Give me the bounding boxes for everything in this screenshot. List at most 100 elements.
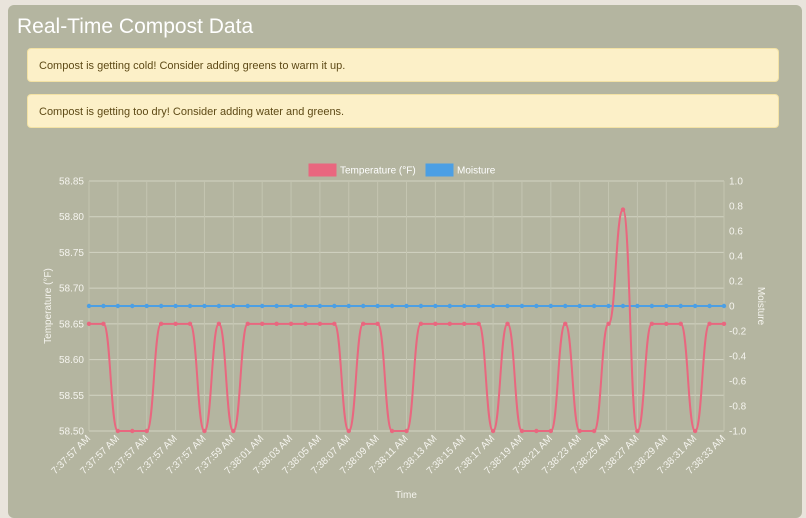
moisture-point: [389, 303, 395, 309]
temperature-point: [447, 321, 452, 327]
y2-tick-label: -0.6: [729, 377, 747, 388]
moisture-point: [418, 303, 424, 309]
y2-tick-label: -0.4: [729, 352, 747, 363]
temperature-point: [707, 321, 712, 327]
cold-alert: Compost is getting cold! Consider adding…: [27, 48, 779, 82]
y2-tick-label: 0.4: [729, 252, 743, 263]
legend-swatch-moisture: [425, 163, 454, 177]
moisture-point: [577, 303, 582, 309]
moisture-point: [346, 303, 351, 309]
temperature-point: [389, 428, 395, 434]
temperature-point: [519, 428, 525, 434]
moisture-point: [519, 303, 525, 309]
temperature-point: [692, 428, 698, 434]
legend-label-temperature: Temperature (°F): [340, 166, 416, 177]
y2-axis-title: Moisture: [755, 287, 766, 326]
temperature-point: [361, 321, 366, 327]
moisture-point: [375, 303, 380, 309]
y2-tick-label: 0.8: [729, 202, 743, 213]
temperature-line: [89, 208, 724, 433]
legend-label-moisture: Moisture: [457, 166, 496, 177]
moisture-point: [288, 303, 294, 309]
temperature-point: [346, 428, 351, 434]
moisture-point: [274, 303, 279, 309]
moisture-point: [563, 303, 568, 309]
moisture-point: [245, 303, 250, 309]
moisture-point: [433, 303, 438, 309]
temperature-point: [462, 321, 467, 327]
moisture-point: [490, 303, 496, 309]
y-tick-label: 58.55: [59, 391, 84, 402]
temperature-point: [86, 321, 92, 327]
temperature-point: [404, 428, 409, 434]
x-axis-title: Time: [395, 490, 417, 501]
y-tick-label: 58.70: [59, 284, 84, 295]
y-axis-title: Temperature (°F): [43, 268, 54, 344]
temperature-point: [721, 321, 727, 327]
moisture-point: [649, 303, 655, 309]
moisture-point: [476, 303, 481, 309]
moisture-point: [548, 303, 554, 309]
temperature-point: [144, 428, 149, 434]
y-tick-label: 58.50: [59, 427, 84, 438]
moisture-point: [187, 303, 193, 309]
moisture-point: [404, 303, 409, 309]
temperature-point: [375, 321, 380, 327]
moisture-point: [115, 303, 121, 309]
temperature-point: [245, 321, 250, 327]
temperature-point: [115, 428, 121, 434]
moisture-point: [259, 303, 265, 309]
moisture-point: [158, 303, 164, 309]
temperature-point: [577, 428, 582, 434]
temperature-point: [130, 428, 135, 434]
y2-tick-label: -0.8: [729, 402, 747, 413]
temperature-point: [101, 321, 106, 327]
moisture-point: [86, 303, 92, 309]
y-tick-label: 58.60: [59, 355, 84, 366]
moisture-point: [505, 303, 510, 309]
temperature-point: [288, 321, 294, 327]
moisture-point: [692, 303, 698, 309]
moisture-point: [303, 303, 308, 309]
temperature-point: [332, 321, 337, 327]
moisture-point: [591, 303, 597, 309]
y-tick-label: 58.85: [59, 177, 84, 188]
moisture-point: [101, 303, 106, 309]
y2-tick-label: 1.0: [729, 177, 743, 188]
page-title: Real-Time Compost Data: [17, 15, 254, 38]
temperature-point: [202, 428, 207, 434]
moisture-point: [216, 303, 222, 309]
moisture-point: [462, 303, 467, 309]
moisture-point: [144, 303, 149, 309]
moisture-point: [361, 303, 366, 309]
temperature-point: [534, 428, 539, 434]
moisture-point: [231, 303, 236, 309]
temperature-point: [216, 321, 222, 327]
moisture-point: [332, 303, 337, 309]
temperature-point: [678, 321, 683, 327]
legend-swatch-temperature: [308, 163, 337, 177]
temperature-point: [476, 321, 481, 327]
temperature-point: [433, 321, 438, 327]
moisture-point: [721, 303, 727, 309]
temperature-point: [317, 321, 323, 327]
temperature-point: [490, 428, 496, 434]
y2-tick-label: 0.2: [729, 277, 743, 288]
temperature-point: [505, 321, 510, 327]
moisture-point: [707, 303, 712, 309]
temperature-point: [303, 321, 308, 327]
moisture-point: [130, 303, 135, 309]
temperature-point: [259, 321, 265, 327]
temperature-point: [274, 321, 279, 327]
temperature-point: [418, 321, 424, 327]
temperature-point: [606, 321, 611, 327]
moisture-point: [447, 303, 452, 309]
y-tick-label: 58.75: [59, 248, 84, 259]
temperature-point: [620, 207, 626, 212]
temperature-point: [591, 428, 597, 434]
moisture-point: [606, 303, 611, 309]
y2-tick-label: 0.6: [729, 227, 743, 238]
y-tick-label: 58.65: [59, 319, 84, 330]
moisture-point: [664, 303, 669, 309]
